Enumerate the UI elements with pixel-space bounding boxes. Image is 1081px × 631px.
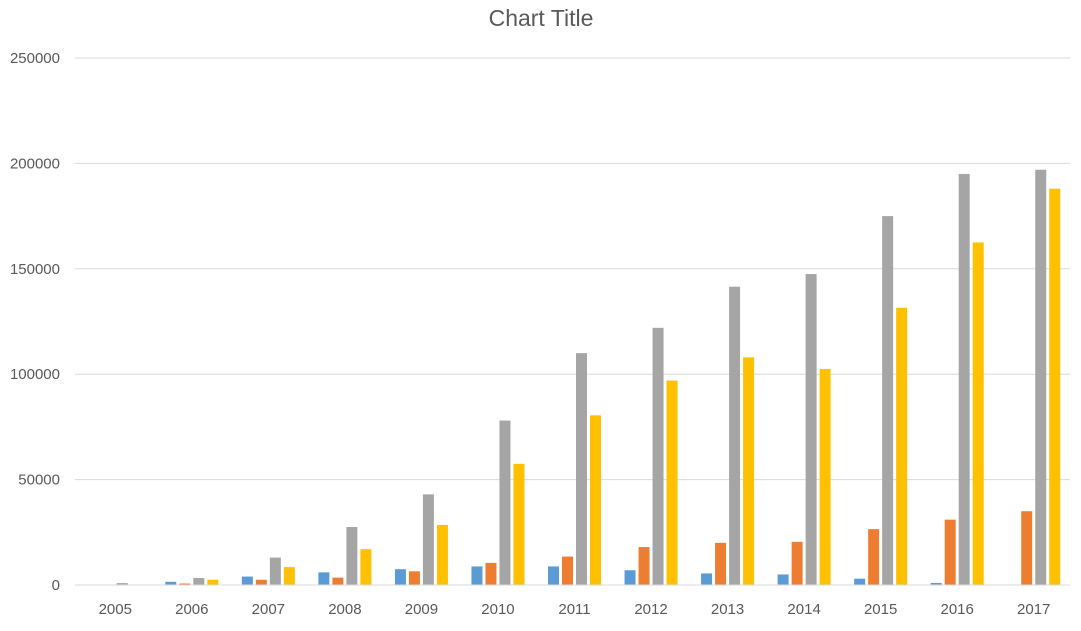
y-tick-label: 200000 xyxy=(10,155,60,172)
chart-title: Chart Title xyxy=(489,5,594,31)
bar-series-3-2012 xyxy=(652,327,664,585)
bar-series-3-2016 xyxy=(958,173,970,585)
bar-series-2-2008 xyxy=(332,577,344,585)
bar-series-3-2009 xyxy=(422,494,434,585)
y-axis-tick-labels: 0 50000 100000 150000 200000 250000 xyxy=(10,50,60,594)
bars xyxy=(116,169,1061,586)
x-tick-label: 2009 xyxy=(405,601,438,618)
bar-series-4-2009 xyxy=(436,524,448,585)
bar-series-2-2009 xyxy=(408,571,420,585)
bar-series-4-2016 xyxy=(972,242,984,585)
bar-series-1-2010 xyxy=(471,566,483,585)
bar-series-1-2006 xyxy=(165,581,177,585)
bar-series-3-2010 xyxy=(499,420,511,585)
bar-series-3-2007 xyxy=(269,557,281,585)
bar-series-2-2012 xyxy=(638,547,650,585)
bar-series-2-2007 xyxy=(255,579,267,585)
bar-series-3-2008 xyxy=(346,527,358,585)
x-tick-label: 2005 xyxy=(99,601,132,618)
bar-series-1-2016 xyxy=(930,582,942,585)
bar-series-4-2017 xyxy=(1049,188,1061,586)
bar-series-2-2015 xyxy=(868,529,880,585)
bar-series-4-2014 xyxy=(819,368,831,585)
x-tick-label: 2017 xyxy=(1017,601,1050,618)
bar-series-1-2015 xyxy=(854,578,866,585)
bar-series-3-2006 xyxy=(193,578,205,585)
bar-series-4-2012 xyxy=(666,380,678,585)
bar-series-3-2014 xyxy=(805,274,817,585)
bar-series-4-2008 xyxy=(360,549,372,585)
bar-series-4-2015 xyxy=(896,307,908,585)
x-tick-label: 2010 xyxy=(481,601,514,618)
bar-series-4-2013 xyxy=(743,357,755,585)
x-tick-label: 2007 xyxy=(252,601,285,618)
bar-series-1-2014 xyxy=(777,574,789,585)
bar-series-1-2009 xyxy=(394,569,406,585)
bar-series-2-2010 xyxy=(485,562,497,585)
bar-series-1-2013 xyxy=(701,573,713,585)
y-tick-label: 0 xyxy=(52,577,60,594)
x-tick-label: 2014 xyxy=(787,601,820,618)
bar-series-4-2006 xyxy=(207,579,219,585)
x-axis-tick-labels: 2005 2006 2007 2008 2009 2010 2011 2012 2013 2014… xyxy=(99,601,1051,618)
x-tick-label: 2016 xyxy=(941,601,974,618)
bar-series-2-2006 xyxy=(179,583,191,585)
bar-series-1-2012 xyxy=(624,570,636,585)
x-tick-label: 2008 xyxy=(328,601,361,618)
gridlines xyxy=(75,57,1070,481)
bar-series-3-2017 xyxy=(1035,169,1047,585)
x-tick-label: 2015 xyxy=(864,601,897,618)
bar-series-2-2016 xyxy=(944,519,956,585)
bar-series-3-2011 xyxy=(576,353,587,585)
bar-series-3-2013 xyxy=(729,286,741,585)
y-tick-label: 150000 xyxy=(10,261,60,278)
x-tick-label: 2011 xyxy=(558,601,590,618)
bar-series-3-2015 xyxy=(882,216,894,585)
y-tick-label: 100000 xyxy=(10,366,60,383)
bar-series-4-2010 xyxy=(513,463,525,585)
y-tick-label: 50000 xyxy=(18,472,60,489)
bar-series-3-2005 xyxy=(116,583,128,585)
x-tick-label: 2006 xyxy=(175,601,208,618)
bar-series-1-2008 xyxy=(318,572,330,585)
y-tick-label: 250000 xyxy=(10,50,60,67)
bar-series-2-2013 xyxy=(715,542,727,585)
bar-series-4-2007 xyxy=(283,567,295,585)
bar-series-2-2017 xyxy=(1021,511,1033,585)
bar-series-4-2011 xyxy=(590,415,601,585)
bar-series-2-2014 xyxy=(791,541,803,585)
bar-series-2-2011 xyxy=(562,556,573,585)
x-tick-label: 2012 xyxy=(634,601,667,618)
bar-series-1-2007 xyxy=(241,576,253,585)
bar-series-1-2011 xyxy=(548,566,559,585)
x-tick-label: 2013 xyxy=(711,601,744,618)
